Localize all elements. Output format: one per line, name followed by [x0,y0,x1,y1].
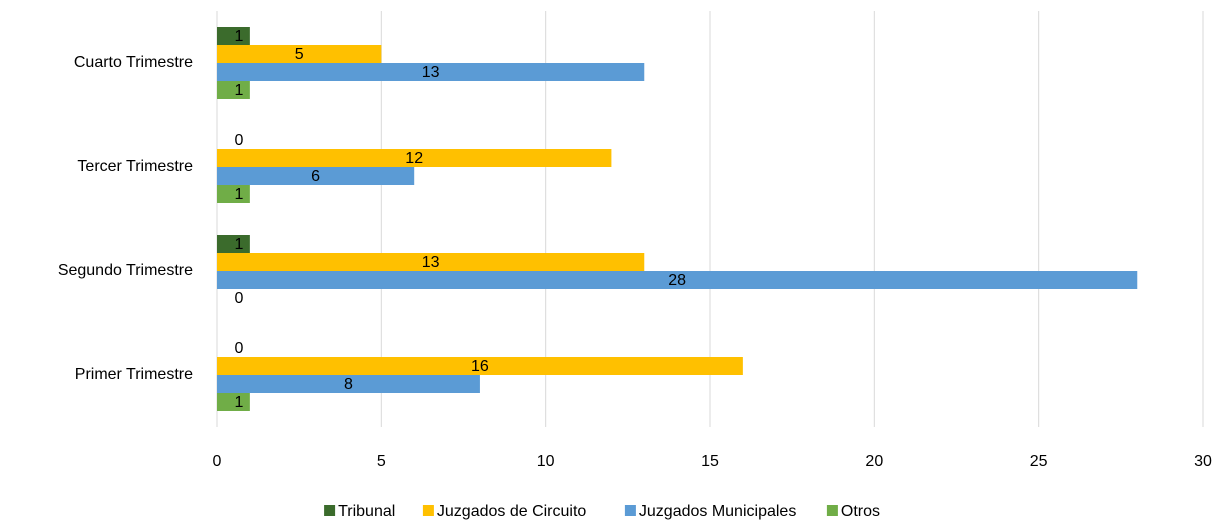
data-label: 0 [235,340,244,357]
bar [217,393,250,411]
bar [217,167,415,185]
data-label: 1 [235,28,244,45]
data-label: 16 [471,358,489,375]
legend-swatch [324,505,336,516]
bar [217,253,645,271]
x-tick-label: 30 [1194,453,1212,470]
bar [217,149,612,167]
bar [217,357,743,375]
x-tick-label: 15 [701,453,719,470]
data-label: 0 [235,290,244,307]
data-label: 13 [422,254,440,271]
legend-swatch [624,505,636,516]
data-label: 1 [235,394,244,411]
x-tick-label: 25 [1030,453,1048,470]
bar [217,27,250,45]
bar [217,63,645,81]
data-label: 1 [235,186,244,203]
x-tick-label: 0 [213,453,222,470]
legend-label: Juzgados de Circuito [437,503,587,520]
legend-swatch [422,505,434,516]
data-label: 5 [295,46,304,63]
bar [217,81,250,99]
y-tick-label: Tercer Trimestre [77,158,193,175]
data-label: 6 [311,168,320,185]
x-tick-label: 10 [537,453,555,470]
y-tick-label: Primer Trimestre [75,366,193,383]
legend-label: Otros [841,503,880,520]
data-label: 1 [235,236,244,253]
y-tick-label: Segundo Trimestre [58,262,193,279]
y-tick-label: Cuarto Trimestre [74,54,193,71]
x-tick-label: 5 [377,453,386,470]
data-label: 0 [235,132,244,149]
bar [217,235,250,253]
legend-label: Juzgados Municipales [639,503,796,520]
legend-label: Tribunal [338,503,395,520]
bar [217,271,1138,289]
data-label: 13 [422,64,440,81]
data-label: 28 [668,272,686,289]
x-tick-label: 20 [865,453,883,470]
bar [217,185,250,203]
legend-swatch [826,505,838,516]
bar [217,45,382,63]
data-label: 1 [235,82,244,99]
data-label: 8 [344,376,353,393]
bar [217,375,480,393]
data-label: 12 [405,150,423,167]
